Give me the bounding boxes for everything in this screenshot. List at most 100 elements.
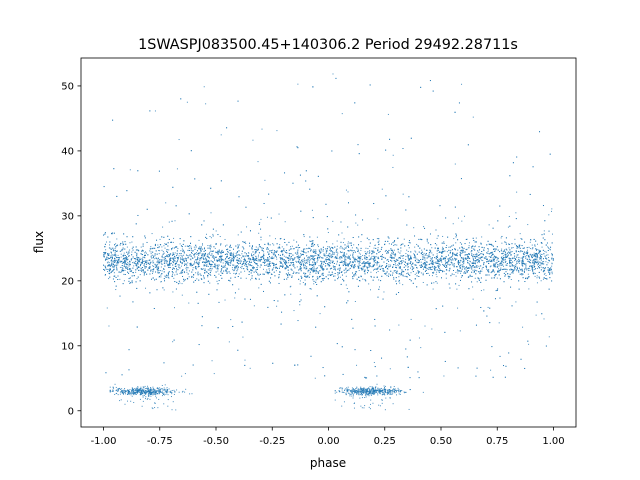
data-point [295,261,297,263]
data-point [458,270,460,272]
data-point [340,252,342,254]
data-point [171,241,173,243]
data-point [290,246,292,248]
data-point [485,266,487,268]
data-point [513,265,515,267]
data-point [200,258,202,260]
data-point [505,255,507,257]
data-point [116,238,118,240]
data-point [432,264,434,266]
data-point [548,256,550,258]
data-point [376,262,378,264]
data-point [391,274,393,276]
data-point [363,265,365,267]
data-point [503,255,505,257]
data-point [133,262,135,264]
data-point [264,263,266,265]
data-point [341,271,343,273]
data-point [120,253,122,255]
data-point [452,258,454,260]
data-point [345,271,347,273]
data-point [203,86,205,88]
data-point [328,252,330,254]
data-point [235,252,237,254]
data-point [492,376,494,378]
data-point [290,248,292,250]
data-point [444,250,446,252]
data-point [197,256,199,258]
data-point [109,264,111,266]
data-point [519,233,521,235]
data-point [247,260,249,262]
data-point [105,241,107,243]
data-point [537,255,539,257]
data-point [472,261,474,263]
data-point [344,272,346,274]
data-point [316,276,318,278]
data-point [218,260,220,262]
data-point [448,246,450,248]
data-point [333,253,335,255]
data-point [238,244,240,246]
data-point [466,238,468,240]
data-point [224,299,226,301]
data-point [215,243,217,245]
data-point [105,268,107,270]
data-point [197,253,199,255]
data-point [491,244,493,246]
data-point [223,265,225,267]
data-point [443,241,445,243]
data-point [495,290,497,292]
data-point [529,269,531,271]
data-point [364,255,366,257]
data-point [178,139,180,141]
data-point [453,265,455,267]
data-point [356,259,358,261]
data-point [455,249,457,251]
data-point [157,267,159,269]
data-point [217,254,219,256]
data-point [255,252,257,254]
data-point [409,262,411,264]
data-point [257,273,259,275]
data-point [473,271,475,273]
data-point [447,258,449,260]
data-point [390,257,392,259]
data-point [488,269,490,271]
data-point [461,246,463,248]
data-point [543,277,545,279]
data-point [536,267,538,269]
data-point [422,258,424,260]
data-point [197,263,199,265]
data-point [439,264,441,266]
data-point [153,262,155,264]
data-point [187,254,189,256]
data-point [113,266,115,268]
data-point [496,277,498,279]
data-point [181,294,183,296]
data-point [465,267,467,269]
data-point [501,242,503,244]
data-point [190,252,192,254]
data-point [548,214,550,216]
data-point [416,266,418,268]
data-point [545,251,547,253]
data-point [466,248,468,250]
data-point [393,259,395,261]
data-point [353,260,355,262]
data-point [432,260,434,262]
data-point [203,278,205,280]
data-point [400,260,402,262]
data-point [218,260,220,262]
data-point [340,241,342,243]
data-point [235,255,237,257]
data-point [412,263,414,265]
data-point [533,259,535,261]
data-point [291,276,293,278]
data-point [501,248,503,250]
data-point [220,252,222,254]
data-point [394,261,396,263]
data-point [327,246,329,248]
data-point [191,263,193,265]
data-point [315,255,317,257]
